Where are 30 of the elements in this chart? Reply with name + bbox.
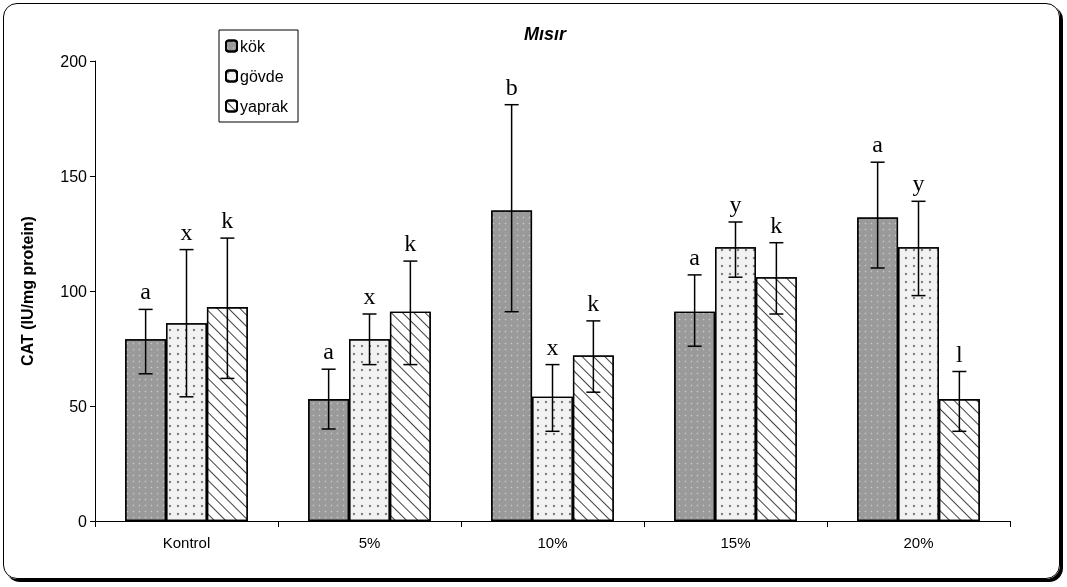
- annotation: l: [956, 340, 964, 367]
- legend-label: gövde: [240, 67, 284, 85]
- annotation: k: [770, 211, 783, 238]
- annotation: a: [689, 243, 701, 270]
- x-tick-label: 20%: [903, 534, 934, 551]
- annotation: y: [912, 170, 925, 197]
- annotation: x: [180, 218, 193, 245]
- annotation: a: [872, 131, 884, 158]
- x-tick-label: 5%: [358, 534, 381, 551]
- annotation: a: [323, 338, 335, 365]
- x-tick-label: 10%: [537, 534, 568, 551]
- x-tick-label: Kontrol: [162, 534, 211, 551]
- y-tick-label: 0: [78, 512, 88, 530]
- annotation: k: [587, 289, 600, 316]
- y-tick-label: 200: [60, 52, 88, 70]
- legend-label: kök: [240, 37, 266, 55]
- y-tick-label: 150: [60, 167, 88, 185]
- annotation: k: [221, 207, 234, 234]
- y-axis-title: CAT (IU/mg protein): [18, 216, 36, 366]
- annotation: a: [140, 278, 152, 305]
- annotation: x: [546, 333, 559, 360]
- annotation: x: [363, 283, 376, 309]
- chart-title: Mısır: [523, 24, 567, 44]
- legend-label: yaprak: [240, 97, 290, 115]
- annotation: b: [505, 73, 518, 100]
- annotation: k: [404, 230, 417, 257]
- y-tick-label: 100: [60, 282, 88, 300]
- y-tick-label: 50: [69, 397, 88, 415]
- x-tick-label: 15%: [720, 534, 751, 551]
- annotation: y: [729, 191, 742, 217]
